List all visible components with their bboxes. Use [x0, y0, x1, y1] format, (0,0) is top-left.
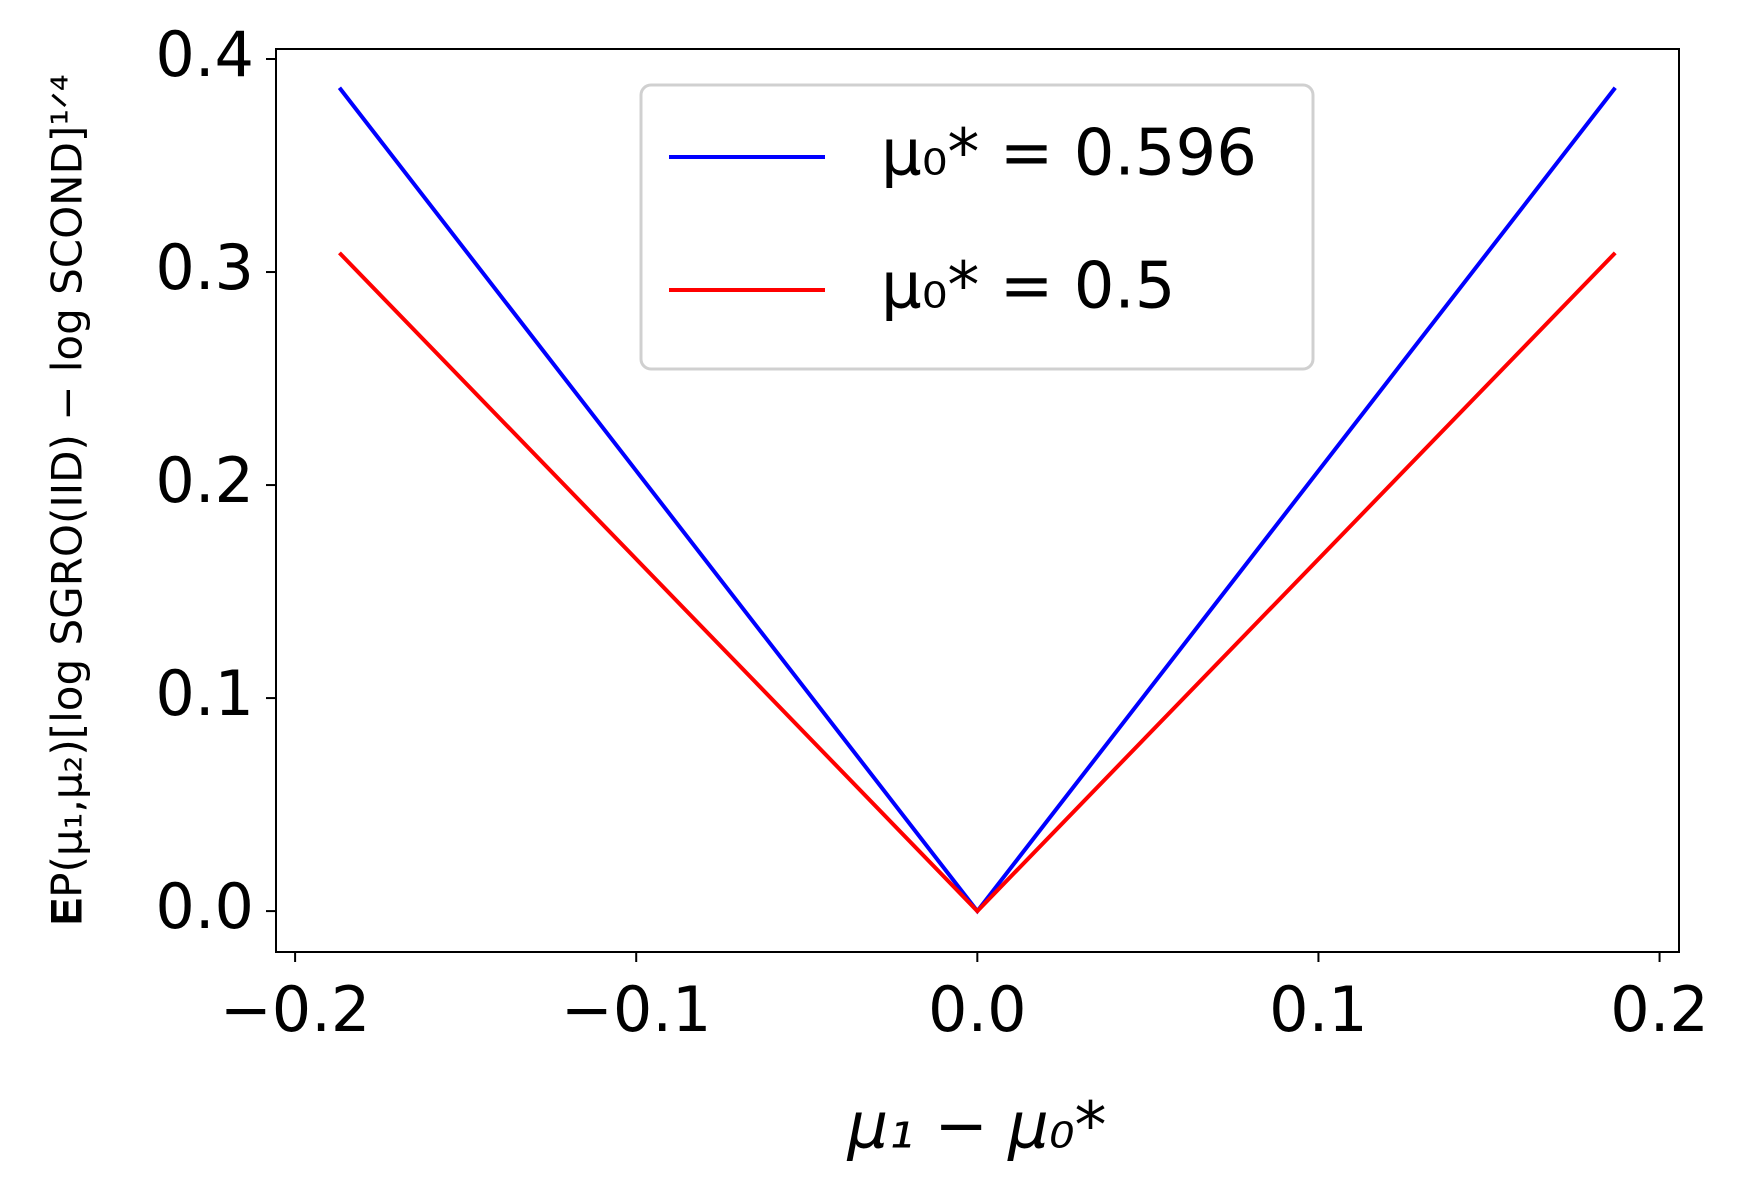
x-tick-label: 0.0: [928, 973, 1027, 1046]
x-tick-label: 0.1: [1269, 973, 1368, 1046]
x-axis-label: μ₁ − μ₀*: [846, 1090, 1106, 1164]
x-tick-label: −0.1: [561, 973, 712, 1046]
series-line: [338, 251, 1617, 914]
y-tick-label: 0.4: [155, 18, 254, 91]
y-tick-label: 0.3: [155, 231, 254, 304]
y-tick-label: 0.0: [155, 870, 254, 943]
x-tick-label: −0.2: [220, 973, 371, 1046]
legend: μ₀* = 0.596 μ₀* = 0.5: [639, 83, 1315, 371]
y-axis-label: 𝐄P(μ₁,μ₂)[log SGRO(IID) − log SCOND]¹ᐟ⁴: [43, 74, 92, 926]
y-tick-label: 0.1: [155, 657, 254, 730]
plot-frame: [275, 48, 1680, 953]
x-tick-label: 0.2: [1610, 973, 1709, 1046]
legend-label: μ₀* = 0.5: [881, 250, 1175, 324]
y-tick-label: 0.2: [155, 444, 254, 517]
legend-label: μ₀* = 0.596: [881, 117, 1257, 191]
